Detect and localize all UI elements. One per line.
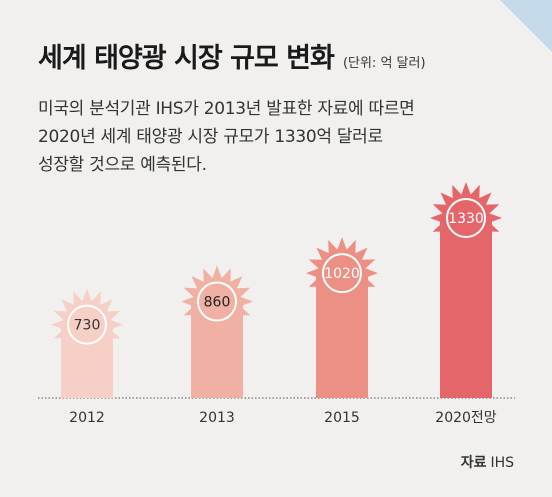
data-label: 730 [74,318,101,334]
source-value: IHS [490,455,514,471]
source-credit: 자료 IHS [461,452,514,472]
data-label: 1020 [324,266,360,282]
chart-title: 세계 태양광 시장 규모 변화 [38,43,335,74]
x-tick-label: 2015 [324,410,360,426]
x-tick-label: 2012 [69,410,105,426]
value-badge [197,281,237,322]
data-label: 860 [204,295,231,311]
x-tick-label: 2013 [199,410,235,426]
unit-note: (단위: 억 달러) [342,56,426,71]
data-label: 1330 [448,211,484,227]
x-tick-label: 2020전망 [435,410,497,426]
description-line: 성장할 것으로 예측된다. [38,155,207,175]
description: 미국의 분석기관 IHS가 2013년 발표한 자료에 따르면 2020년 세계… [38,95,518,179]
corner-accent [500,0,552,52]
value-badge [67,304,107,345]
value-badge [322,253,362,294]
source-label: 자료 [460,455,487,471]
description-line: 2020년 세계 태양광 시장 규모가 1330억 달러로 [38,127,383,147]
value-badge [446,198,486,238]
description-line: 미국의 분석기관 IHS가 2013년 발표한 자료에 따르면 [38,99,415,119]
title-row: 세계 태양광 시장 규모 변화 (단위: 억 달러) [38,36,426,75]
